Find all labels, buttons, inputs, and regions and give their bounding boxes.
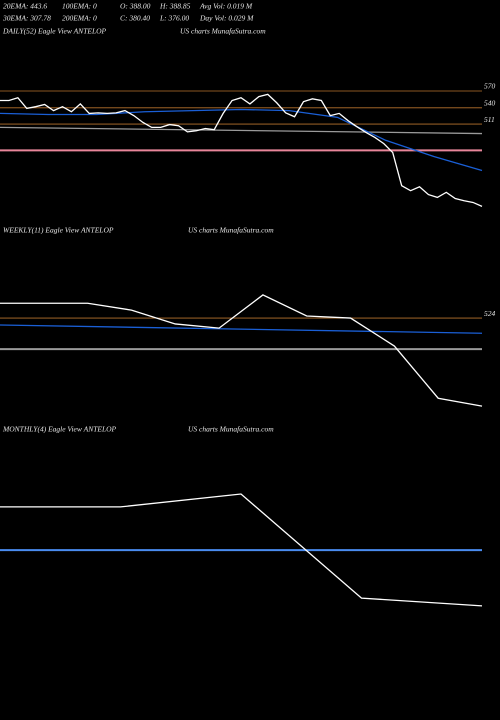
price-line <box>0 93 483 207</box>
header-stat: 20EMA: 443.6 <box>3 2 47 11</box>
price-line <box>0 126 483 135</box>
header-stat: O: 388.00 <box>120 2 151 11</box>
header-stat: 200EMA: 0 <box>62 14 97 23</box>
header-stat: 30EMA: 307.78 <box>2 14 51 23</box>
watermark: US charts MunafaSutra.com <box>188 226 274 235</box>
price-line <box>0 324 483 334</box>
y-tick-label: 511 <box>484 115 495 124</box>
y-tick-label: 570 <box>484 82 496 91</box>
watermark: US charts MunafaSutra.com <box>180 27 266 36</box>
header-stat: Day Vol: 0.029 M <box>199 14 254 23</box>
header-stat: 100EMA: 0 <box>62 2 97 11</box>
header-stat: H: 388.85 <box>159 2 191 11</box>
watermark: US charts MunafaSutra.com <box>188 425 274 434</box>
panel-title: MONTHLY(4) Eagle View ANTELOP <box>2 425 117 434</box>
price-line <box>0 108 483 172</box>
price-line <box>0 294 483 407</box>
y-tick-label: 524 <box>484 309 496 318</box>
header-stat: C: 380.40 <box>120 14 150 23</box>
header-stat: Avg Vol: 0.019 M <box>199 2 253 11</box>
panel-title: WEEKLY(11) Eagle View ANTELOP <box>3 226 114 235</box>
panel-title: DAILY(52) Eagle View ANTELOP <box>2 27 107 36</box>
header-stat: L: 376.00 <box>159 14 189 23</box>
price-line <box>0 493 483 607</box>
y-tick-label: 540 <box>484 99 496 108</box>
